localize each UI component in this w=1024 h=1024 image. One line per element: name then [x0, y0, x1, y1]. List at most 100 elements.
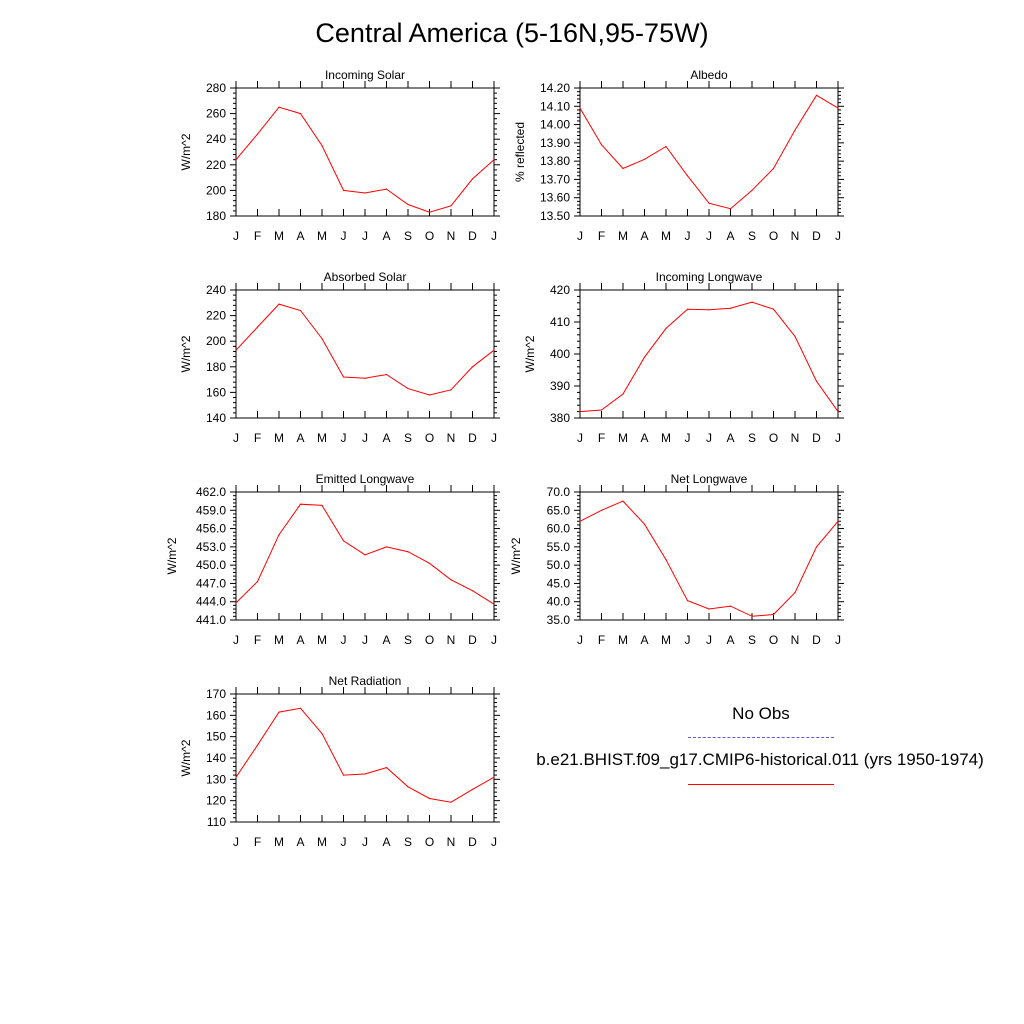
- data-point: [321, 145, 323, 147]
- y-tick-label: 140: [206, 751, 226, 765]
- y-tick-label: 13.90: [540, 136, 570, 150]
- x-tick-label: D: [468, 835, 477, 849]
- data-point: [321, 732, 323, 735]
- data-point: [815, 94, 818, 96]
- legend-obs-line: [688, 737, 834, 738]
- x-tick-label: M: [618, 431, 628, 445]
- x-tick-label: N: [791, 229, 800, 243]
- plot-frame: [579, 491, 839, 621]
- x-tick-label: J: [362, 835, 368, 849]
- y-axis-label: W/m^2: [509, 537, 523, 574]
- data-point: [729, 208, 732, 210]
- data-point: [751, 189, 753, 191]
- x-tick-label: J: [577, 633, 583, 647]
- data-point: [772, 167, 775, 170]
- x-tick-label: F: [598, 633, 605, 647]
- x-tick-label: M: [274, 835, 284, 849]
- y-tick-label: 240: [206, 132, 226, 146]
- x-tick-label: J: [362, 633, 368, 647]
- data-point: [428, 562, 431, 564]
- y-tick-label: 60.0: [547, 522, 571, 536]
- x-tick-label: D: [812, 431, 821, 445]
- data-point: [794, 335, 796, 337]
- x-tick-label: D: [812, 229, 821, 243]
- x-tick-label: J: [233, 835, 239, 849]
- x-tick-label: O: [769, 431, 778, 445]
- x-tick-label: J: [362, 431, 368, 445]
- chart-title: Albedo: [690, 68, 728, 82]
- y-tick-label: 170: [206, 687, 226, 701]
- data-point: [665, 327, 667, 329]
- plot-frame: [579, 289, 839, 419]
- plot-frame: [579, 87, 839, 217]
- x-tick-label: A: [640, 633, 648, 647]
- data-point: [665, 559, 667, 561]
- plot-frame: [235, 87, 495, 217]
- x-tick-label: D: [468, 229, 477, 243]
- y-tick-label: 13.70: [540, 172, 570, 186]
- x-tick-label: M: [317, 431, 327, 445]
- data-point: [450, 579, 452, 581]
- y-tick-label: 50.0: [547, 558, 571, 572]
- x-tick-label: S: [404, 431, 412, 445]
- x-tick-label: F: [254, 835, 261, 849]
- data-point: [772, 613, 775, 616]
- x-tick-label: J: [685, 431, 691, 445]
- y-tick-label: 390: [550, 379, 570, 393]
- x-tick-label: S: [748, 431, 756, 445]
- data-point: [622, 393, 624, 395]
- data-point: [643, 356, 646, 358]
- data-point: [471, 366, 474, 368]
- data-point: [407, 551, 409, 553]
- data-point: [278, 303, 280, 305]
- y-axis-label: W/m^2: [165, 537, 179, 574]
- y-tick-label: 13.50: [540, 209, 570, 223]
- x-tick-label: N: [791, 633, 800, 647]
- data-point: [235, 776, 237, 778]
- x-tick-label: D: [468, 633, 477, 647]
- data-point: [278, 106, 280, 108]
- y-tick-label: 240: [206, 283, 226, 297]
- x-tick-label: J: [233, 431, 239, 445]
- x-tick-label: M: [661, 431, 671, 445]
- data-point: [794, 129, 796, 131]
- y-tick-label: 220: [206, 309, 226, 323]
- x-tick-label: N: [447, 229, 456, 243]
- y-tick-label: 200: [206, 183, 226, 197]
- x-tick-label: J: [685, 229, 691, 243]
- data-point: [342, 774, 345, 776]
- y-tick-label: 14.20: [540, 81, 570, 95]
- data-point: [493, 603, 495, 605]
- y-tick-label: 280: [206, 81, 226, 95]
- x-tick-label: A: [296, 633, 304, 647]
- y-tick-label: 420: [550, 283, 570, 297]
- data-point: [729, 307, 732, 309]
- x-tick-label: S: [404, 633, 412, 647]
- y-tick-label: 160: [206, 385, 226, 399]
- x-tick-label: J: [835, 633, 841, 647]
- data-point: [450, 801, 452, 803]
- x-tick-label: A: [726, 633, 734, 647]
- x-tick-label: D: [468, 431, 477, 445]
- x-tick-label: J: [706, 431, 712, 445]
- y-tick-label: 180: [206, 360, 226, 374]
- chart-title: Absorbed Solar: [324, 270, 407, 284]
- data-point: [364, 377, 366, 379]
- y-axis-label: W/m^2: [179, 335, 193, 372]
- x-tick-label: J: [233, 229, 239, 243]
- legend-obs-label: No Obs: [732, 704, 790, 723]
- data-point: [708, 202, 710, 204]
- series-line: [235, 303, 495, 396]
- y-tick-label: 14.10: [540, 99, 570, 113]
- x-tick-label: N: [447, 431, 456, 445]
- x-tick-label: M: [274, 229, 284, 243]
- y-tick-label: 456.0: [196, 522, 226, 536]
- series-line: [579, 94, 839, 210]
- x-tick-label: F: [598, 431, 605, 445]
- chart-title: Net Longwave: [671, 472, 748, 486]
- x-tick-label: J: [341, 835, 347, 849]
